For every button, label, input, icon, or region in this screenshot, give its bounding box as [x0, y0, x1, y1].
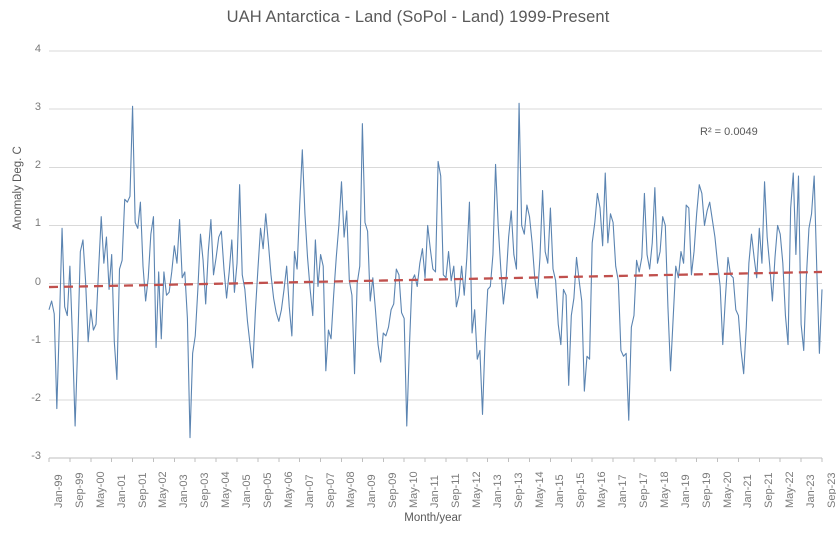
x-axis-title: Month/year: [404, 512, 462, 524]
y-tick-label: -2: [31, 391, 41, 404]
linear-trendline: [48, 270, 823, 289]
y-tick-label: 3: [34, 101, 41, 114]
trendline-layer: [48, 270, 823, 289]
y-tick-label: 4: [34, 43, 41, 55]
y-tick-label: -3: [31, 450, 41, 462]
anomaly-series-line: [48, 102, 823, 439]
gridlines: [48, 50, 823, 462]
chart-title: UAH Antarctica - Land (SoPol - Land) 199…: [226, 8, 610, 26]
y-tick-label: -1: [31, 333, 41, 346]
data-series-layer: [48, 102, 823, 439]
r-squared-annotation: R² = 0.0049: [700, 126, 758, 138]
y-tick-label: 2: [34, 159, 41, 172]
y-tick-label: 0: [34, 275, 41, 288]
y-tick-label: 1: [34, 217, 41, 230]
